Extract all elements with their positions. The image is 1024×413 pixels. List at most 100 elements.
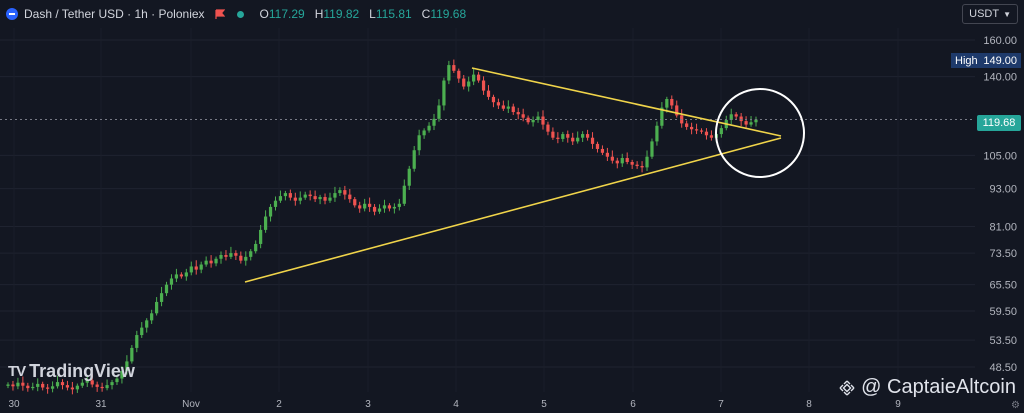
- candle-body: [645, 156, 649, 168]
- candle-body: [16, 382, 20, 387]
- candle-body: [472, 74, 476, 82]
- candle-body: [694, 129, 699, 131]
- candle-body: [363, 203, 367, 209]
- watermark: @ CaptaieAltcoin: [839, 376, 1016, 399]
- x-tick-label: 2: [276, 399, 282, 410]
- candle-body: [343, 190, 347, 195]
- candle-body: [249, 251, 253, 257]
- candle-body: [377, 208, 382, 212]
- candle-body: [199, 264, 203, 270]
- candle-body: [95, 384, 99, 387]
- candle-body: [323, 197, 327, 201]
- candle-body: [338, 190, 342, 194]
- candle-body: [288, 193, 292, 198]
- candle-body: [496, 102, 501, 106]
- candle-body: [278, 196, 283, 201]
- candle-body: [6, 384, 10, 386]
- candle-body: [308, 194, 312, 197]
- candle-body: [169, 278, 174, 285]
- candle-body: [372, 206, 377, 212]
- candle-body: [709, 135, 714, 138]
- candle-body: [110, 382, 114, 386]
- settings-gear-icon[interactable]: ⚙: [1011, 400, 1020, 411]
- candle-body: [50, 386, 55, 389]
- candle-body: [595, 143, 600, 149]
- highlight-circle: [715, 88, 805, 178]
- y-tick-label: 105.00: [983, 150, 1017, 162]
- currency-dropdown[interactable]: USDT ▼: [962, 4, 1018, 24]
- candle-body: [244, 256, 248, 261]
- y-tick-label: 48.50: [989, 362, 1017, 374]
- candle-body: [328, 197, 332, 201]
- candle-body: [41, 383, 45, 388]
- candle-body: [298, 197, 302, 201]
- candle-body: [234, 253, 238, 256]
- watermark-text: @ CaptaieAltcoin: [861, 376, 1016, 398]
- ohlc-open: O117.29: [259, 7, 305, 21]
- candle-body: [259, 229, 263, 244]
- high-price-marker: High 149.00: [951, 53, 1021, 68]
- high-value: 149.00: [983, 54, 1017, 67]
- dash-coin-icon: [6, 8, 18, 20]
- tradingview-icon: TV: [8, 363, 26, 380]
- candle-body: [561, 134, 565, 139]
- candle-body: [105, 385, 109, 389]
- candle-body: [481, 80, 486, 91]
- candle-body: [689, 126, 694, 130]
- candle-body: [719, 128, 723, 135]
- last-price-badge: 119.68: [977, 115, 1021, 131]
- candle-body: [699, 130, 704, 132]
- candle-body: [605, 152, 610, 157]
- candle-body: [219, 254, 223, 259]
- candle-body: [382, 205, 387, 209]
- candle-body: [670, 99, 674, 106]
- candle-body: [154, 301, 159, 314]
- candle-body: [397, 203, 401, 207]
- chart-title[interactable]: Dash / Tether USD · 1h · Poloniex: [24, 7, 205, 21]
- y-axis: 160.00 140.00 105.00 93.00 81.00 73.50 65.50 59…: [983, 35, 1017, 374]
- ohlc-low: L115.81: [369, 7, 412, 21]
- candles: [6, 59, 758, 395]
- tradingview-logo[interactable]: TV TradingView: [8, 361, 135, 382]
- candle-body: [457, 70, 461, 79]
- candle-body: [209, 260, 213, 264]
- candle-body: [432, 118, 436, 126]
- y-tick-label: 160.00: [983, 35, 1017, 47]
- candle-body: [313, 196, 317, 200]
- candle-body: [333, 193, 337, 198]
- candle-body: [348, 194, 352, 200]
- candle-body: [620, 158, 624, 164]
- candle-body: [229, 253, 233, 257]
- y-tick-label: 73.50: [989, 248, 1017, 260]
- triangle-lower-trendline: [244, 137, 782, 283]
- candle-body: [60, 382, 65, 386]
- candle-body: [85, 380, 89, 383]
- candle-body: [184, 272, 188, 277]
- candle-body: [655, 125, 659, 142]
- candle-body: [303, 194, 307, 198]
- candle-body: [31, 386, 35, 389]
- ohlc-high: H119.82: [314, 7, 360, 21]
- candle-body: [442, 80, 446, 106]
- candle-body: [140, 327, 144, 336]
- candle-body: [675, 105, 679, 116]
- candle-body: [194, 266, 198, 270]
- candle-body: [407, 168, 411, 186]
- candle-body: [268, 206, 273, 217]
- candle-body: [21, 382, 25, 386]
- currency-label: USDT: [969, 8, 1000, 20]
- candle-body: [80, 382, 84, 386]
- candle-body: [263, 216, 268, 230]
- candle-body: [546, 124, 550, 132]
- tradingview-text: TradingView: [29, 361, 135, 381]
- grid: [0, 28, 975, 392]
- candle-body: [159, 293, 164, 302]
- candle-body: [630, 161, 634, 165]
- candle-body: [506, 106, 510, 109]
- candle-body: [204, 260, 208, 265]
- candle-body: [610, 156, 614, 161]
- candle-body: [739, 116, 743, 122]
- candle-body: [164, 284, 169, 294]
- flag-icon[interactable]: [214, 9, 225, 19]
